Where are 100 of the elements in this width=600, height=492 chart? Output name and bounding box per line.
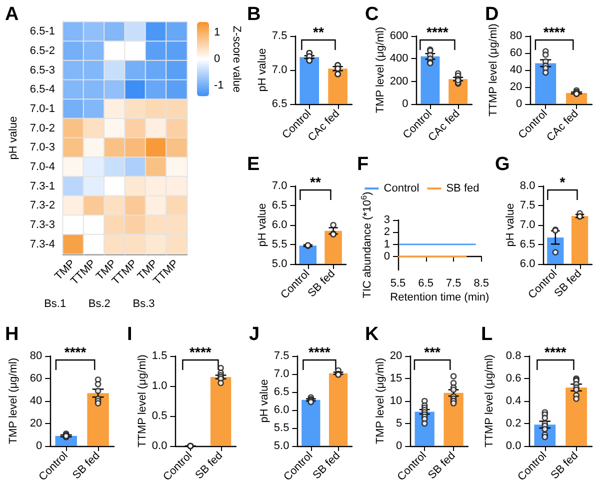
y-tick-label: 6.0	[520, 258, 536, 270]
chart-title: C	[365, 4, 379, 25]
chart-title: K	[365, 324, 379, 345]
chart-title: A	[5, 4, 19, 25]
y-tick-label: 0.5	[152, 410, 168, 422]
annotation: ****	[544, 344, 567, 360]
y-tick-label: 20	[30, 418, 42, 430]
y-tick-label: 0.6	[506, 372, 522, 384]
y-tick-label: 80	[510, 30, 522, 42]
annotation: **	[312, 24, 324, 40]
y-tick-label: 0.4	[506, 395, 522, 407]
text: Bs.3	[132, 298, 155, 310]
y-tick-label: 7.0	[272, 180, 288, 192]
y-tick-label: 5.0	[274, 440, 290, 452]
y-tick-label: 200	[390, 75, 408, 88]
color-bar-label: 1	[214, 26, 220, 39]
y-tick-label: 7.0-3	[30, 142, 55, 154]
y-tick-label: 0	[402, 98, 408, 110]
y-tick-label: 400	[390, 52, 408, 65]
annotation: ****	[543, 24, 566, 40]
x-tick-label: SB fed	[548, 450, 581, 482]
x-tick-label: SB fed	[70, 450, 102, 482]
chart-title: H	[5, 324, 19, 345]
y-tick-label: 7.0-2	[30, 122, 55, 134]
y-tick-label: 5.5	[274, 422, 290, 434]
chart-title: E	[247, 154, 260, 175]
y-tick-label: 6.5-1	[30, 26, 55, 38]
x-axis-title: Retention time (min)	[390, 292, 490, 304]
text: Bs.2	[88, 298, 110, 310]
annotation: **	[310, 174, 322, 190]
y-tick-label: 0	[36, 440, 42, 452]
y-axis-title: TMP level (μg/ml)	[8, 358, 20, 444]
chart-title: D	[485, 4, 499, 25]
y-tick-label: 60	[30, 372, 42, 384]
annotation: ****	[64, 344, 87, 360]
chart-title: B	[247, 4, 261, 25]
y-tick-label: 0.0	[152, 440, 168, 452]
y-axis-title: TTMP level (μg/ml)	[136, 354, 148, 448]
chart-title: J	[249, 324, 260, 345]
y-tick-label: 3	[384, 214, 390, 226]
chart-title: L	[481, 324, 493, 345]
color-bar-label: 0	[214, 53, 220, 66]
y-tick-label: 6.5-4	[30, 84, 55, 96]
x-tick-label: 6.5	[418, 278, 434, 290]
y-tick-label: 0	[384, 250, 390, 263]
color-bar-title: Z-score value	[230, 26, 242, 92]
y-tick-label: 7.5	[272, 30, 288, 42]
legend-label: Control	[384, 182, 420, 194]
y-tick-label: 6.0	[274, 404, 290, 416]
y-axis-title: pH value	[8, 116, 20, 160]
y-tick-label: 7.5	[274, 350, 290, 362]
y-axis-title: TMP level (μg/ml)	[374, 358, 386, 444]
y-tick-label: 0	[516, 98, 522, 110]
y-tick-label: 15	[390, 372, 402, 384]
y-tick-label: 20	[390, 350, 402, 362]
chart-title: F	[357, 154, 369, 175]
y-tick-label: 6.5-3	[30, 64, 55, 76]
y-tick-label: 7.0-4	[30, 161, 55, 173]
y-tick-label: 7.3-1	[30, 180, 55, 192]
y-tick-label: 20	[510, 81, 522, 93]
y-tick-label: 10	[390, 395, 402, 407]
chart-title: G	[495, 154, 510, 175]
y-tick-label: 1.0	[152, 380, 168, 392]
y-tick-label: 0.0	[506, 440, 522, 452]
annotation: ****	[426, 24, 449, 40]
annotation: ****	[308, 344, 331, 360]
y-tick-label: 1.5	[152, 350, 168, 362]
y-tick-label: 6.5	[274, 386, 290, 398]
text: Bs.1	[44, 298, 66, 310]
x-tick-label: 8.5	[474, 278, 490, 290]
chart-title: I	[127, 324, 132, 345]
y-tick-label: 7.0	[272, 64, 288, 76]
x-tick-label: SB fed	[310, 450, 343, 482]
y-tick-label: 7.3-3	[30, 219, 55, 231]
y-tick-label: 5.5	[272, 238, 288, 250]
y-tick-label: 6.5-2	[30, 45, 55, 57]
y-tick-label: 7.3-2	[30, 200, 55, 212]
annotation: ****	[190, 344, 212, 360]
y-tick-label: 7.5	[520, 200, 536, 212]
y-tick-label: 6.0	[272, 219, 288, 231]
y-tick-label: 7.0	[274, 368, 290, 380]
y-axis-title: pH value	[256, 203, 268, 247]
y-tick-label: 2	[384, 226, 390, 238]
y-tick-label: 5.0	[272, 258, 288, 270]
annotation: *	[560, 174, 566, 190]
x-tick-label: SB fed	[426, 450, 458, 482]
y-tick-label: 7.0-1	[30, 103, 55, 115]
y-tick-label: 5	[396, 418, 402, 430]
y-tick-label: 6.5	[272, 200, 288, 212]
y-axis-title: TTMP level (μg/ml)	[484, 354, 496, 448]
y-axis-title: pH value	[504, 203, 516, 247]
annotation: ***	[424, 344, 442, 360]
y-tick-label: 40	[510, 64, 522, 76]
y-tick-label: 8.0	[520, 180, 536, 192]
y-tick-label: 7.3-4	[30, 238, 55, 250]
y-tick-label: 80	[30, 350, 42, 362]
y-tick-label: 40	[30, 395, 42, 407]
y-axis-title: TTMP level (μg/ml)	[488, 24, 500, 116]
x-tick-label: 7.5	[446, 278, 462, 290]
y-tick-label: 0.2	[506, 418, 522, 430]
